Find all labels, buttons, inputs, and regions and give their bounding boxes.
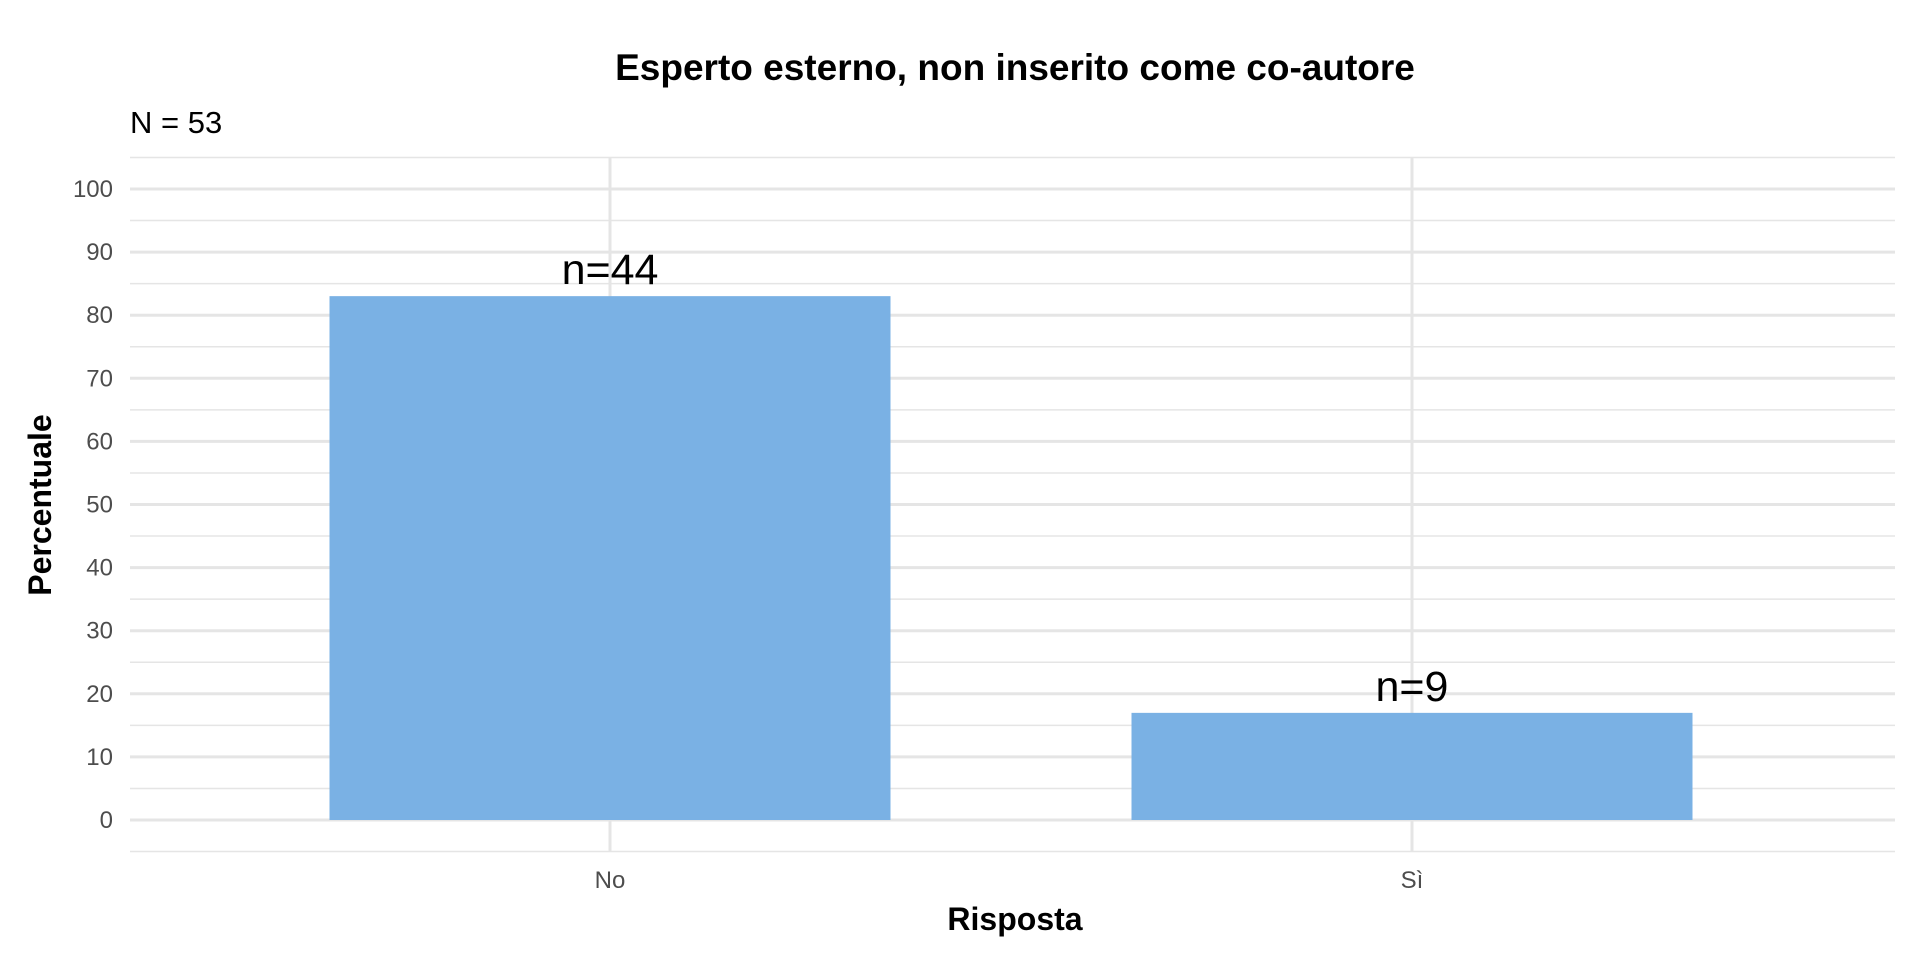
x-axis-ticks: No Sì — [595, 867, 1424, 894]
data-label: n=9 — [1376, 663, 1449, 711]
y-tick-label: 10 — [86, 744, 113, 771]
bar-Sì — [1131, 712, 1693, 820]
y-tick-label: 60 — [86, 428, 113, 455]
x-axis-title: Risposta — [947, 901, 1082, 937]
chart-subtitle: N = 53 — [130, 105, 222, 140]
y-tick-label: 50 — [86, 492, 113, 519]
y-tick-label: 100 — [73, 176, 113, 203]
chart-title: Esperto esterno, non inserito come co-au… — [615, 47, 1415, 88]
y-tick-label: 80 — [86, 302, 113, 329]
y-axis-ticks: 0 10 20 30 40 50 60 70 80 90 100 — [73, 176, 113, 834]
y-axis-title: Percentuale — [22, 414, 58, 595]
bars — [329, 296, 1693, 820]
y-tick-label: 0 — [100, 807, 113, 834]
y-tick-label: 30 — [86, 618, 113, 645]
x-tick-label: No — [595, 867, 626, 894]
data-label: n=44 — [562, 246, 659, 294]
y-tick-label: 70 — [86, 365, 113, 392]
x-tick-label: Sì — [1401, 867, 1424, 894]
data-labels: n=44 n=9 — [562, 246, 1449, 711]
y-tick-label: 20 — [86, 681, 113, 708]
bar-No — [329, 296, 891, 820]
y-tick-label: 90 — [86, 239, 113, 266]
y-tick-label: 40 — [86, 555, 113, 582]
